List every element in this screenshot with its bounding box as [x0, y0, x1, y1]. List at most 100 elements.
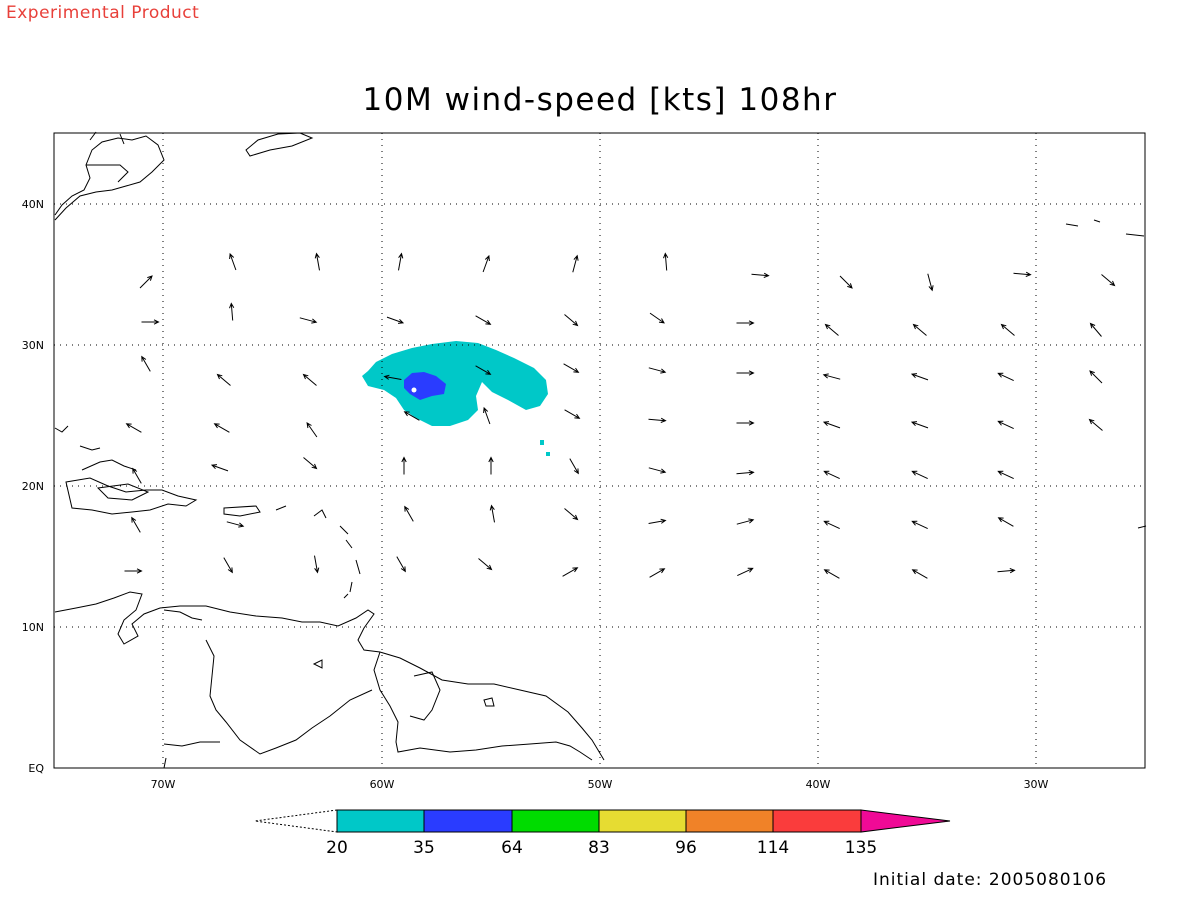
- wind-vector: [569, 458, 579, 475]
- wind-vector: [314, 555, 320, 574]
- wind-vector: [997, 420, 1014, 430]
- wind-vector: [124, 568, 143, 574]
- wind-vector: [396, 556, 406, 573]
- wind-vector: [1088, 418, 1103, 431]
- colorbar-bin: [685, 809, 774, 833]
- colorbar-bin: [772, 809, 862, 833]
- colorbar-bin: [423, 809, 513, 833]
- wind-vector: [911, 569, 928, 579]
- wind-vector: [475, 365, 492, 375]
- wind-vector: [648, 367, 667, 374]
- wind-vector: [210, 464, 229, 472]
- lat-tick-label: 10N: [22, 621, 44, 634]
- wind-vector: [401, 456, 407, 475]
- wind-vector: [306, 422, 318, 438]
- wind-vector: [229, 302, 235, 321]
- coastlines: [54, 131, 1147, 769]
- wind-vector: [1000, 323, 1015, 336]
- wind-vector: [927, 273, 934, 292]
- wind-vector: [302, 373, 317, 386]
- colorbar-label: 20: [326, 838, 348, 858]
- lon-tick-label: 50W: [588, 778, 613, 791]
- colorbar-label: 114: [757, 838, 789, 858]
- wind-vector: [403, 411, 420, 421]
- colorbar-bin: [511, 809, 600, 833]
- wind-20-35-area: [362, 341, 548, 426]
- wind-vector: [223, 557, 233, 574]
- wind-vector: [563, 363, 580, 373]
- wind-vector: [736, 370, 755, 376]
- wind-vector: [386, 316, 405, 324]
- wind-vector: [1089, 370, 1103, 384]
- lat-axis: EQ 10N 20N 30N 40N: [22, 198, 45, 775]
- lat-tick-label: 20N: [22, 480, 44, 493]
- wind-35-64-area: [404, 372, 446, 400]
- wind-vector: [648, 417, 667, 423]
- wind-vector: [404, 505, 414, 522]
- wind-vector: [910, 421, 929, 429]
- wind-vector: [911, 520, 928, 530]
- wind-vector: [139, 275, 153, 289]
- wind-vector: [226, 521, 245, 528]
- wind-20-35-speck: [540, 440, 550, 456]
- wind-vector: [751, 272, 770, 278]
- colorbar: 20 35 64 83 96 114 135: [254, 809, 951, 858]
- wind-vector: [475, 315, 492, 325]
- wind-vector: [736, 320, 755, 326]
- colorbar-bin: [598, 809, 687, 833]
- wind-vector: [564, 409, 581, 419]
- wind-vector: [910, 373, 929, 381]
- wind-vector: [822, 421, 841, 429]
- wind-vector: [737, 567, 754, 577]
- wind-vector: [823, 470, 840, 480]
- wind-vector: [1101, 274, 1116, 287]
- wind-vector: [823, 569, 840, 579]
- wind-vector: [398, 252, 404, 271]
- wind-vector: [141, 319, 160, 325]
- wind-vector: [229, 252, 237, 271]
- lat-tick-label: 40N: [22, 198, 44, 211]
- wind-vector: [997, 568, 1016, 574]
- wind-vector: [125, 423, 142, 433]
- colorbar-label: 96: [675, 838, 697, 858]
- wind-vector: [824, 323, 839, 336]
- wind-vector: [997, 517, 1014, 527]
- lat-tick-label: EQ: [28, 762, 44, 775]
- wind-vector: [564, 508, 579, 521]
- wind-vector: [649, 568, 666, 578]
- wind-vector: [1089, 322, 1102, 337]
- wind-vector: [303, 457, 318, 470]
- experimental-product-label: Experimental Product: [6, 3, 200, 23]
- lat-tick-label: 30N: [22, 339, 44, 352]
- colorbar-label: 135: [845, 838, 877, 858]
- wind-vector: [648, 467, 667, 474]
- map-title: 10M wind-speed [kts] 108hr: [362, 82, 838, 118]
- wind-vector: [383, 374, 402, 380]
- wind-vector: [314, 252, 320, 271]
- grid-lines: [54, 133, 1145, 768]
- wind-vector: [997, 470, 1014, 480]
- wind-vector: [736, 518, 755, 525]
- wind-vector: [132, 467, 142, 484]
- wind-vector: [823, 520, 840, 530]
- wind-vector: [1013, 271, 1032, 277]
- wind-vector: [572, 254, 579, 273]
- lon-tick-label: 40W: [806, 778, 831, 791]
- lon-tick-label: 30W: [1024, 778, 1049, 791]
- wind-vector: [736, 420, 755, 426]
- wind-vector: [648, 518, 667, 524]
- wind-vector: [488, 456, 494, 475]
- wind-vector: [912, 323, 927, 336]
- wind-vector: [649, 312, 665, 324]
- wind-vector: [663, 252, 669, 271]
- initial-date: Initial date: 2005080106: [873, 870, 1108, 890]
- lon-tick-label: 60W: [370, 778, 395, 791]
- wind-vector: [213, 423, 230, 433]
- wind-vector: [478, 558, 493, 571]
- wind-field-shading: [362, 341, 550, 456]
- lon-tick-label: 70W: [151, 778, 176, 791]
- wind-vector: [911, 470, 928, 480]
- wind-vector: [216, 373, 231, 386]
- wind-vector: [564, 314, 579, 327]
